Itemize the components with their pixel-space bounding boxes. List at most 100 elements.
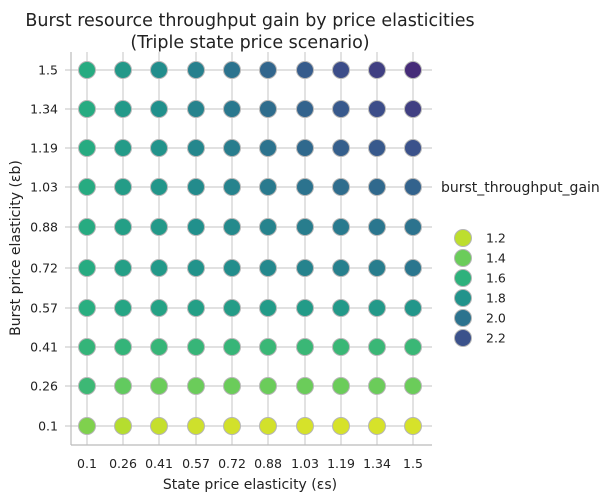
data-point (78, 61, 96, 79)
data-point (114, 178, 132, 196)
data-point (223, 259, 241, 277)
data-point (296, 299, 314, 317)
data-point (404, 338, 422, 356)
data-point (78, 377, 96, 395)
legend-marker (454, 249, 472, 267)
data-point (296, 61, 314, 79)
data-point (114, 259, 132, 277)
data-point (404, 218, 422, 236)
data-point (259, 338, 277, 356)
legend-title: burst_throughput_gain (441, 180, 600, 196)
data-point (78, 139, 96, 157)
data-point (187, 259, 205, 277)
x-tick-label: 1.19 (327, 456, 355, 471)
y-tick-label: 1.5 (38, 63, 58, 78)
data-point (150, 377, 168, 395)
data-point (296, 338, 314, 356)
data-point (114, 61, 132, 79)
data-point (259, 61, 277, 79)
data-point (150, 259, 168, 277)
data-point (332, 338, 350, 356)
data-point (150, 218, 168, 236)
data-point (114, 299, 132, 317)
points (78, 61, 422, 435)
data-point (223, 338, 241, 356)
data-point (150, 61, 168, 79)
data-point (296, 139, 314, 157)
data-point (78, 259, 96, 277)
y-tick-label: 1.03 (30, 180, 58, 195)
data-point (114, 338, 132, 356)
data-point (150, 417, 168, 435)
data-point (259, 100, 277, 118)
data-point (114, 417, 132, 435)
data-point (296, 218, 314, 236)
y-tick-labels: 0.1 0.26 0.41 0.57 0.72 0.88 1.03 1.19 1.34 1.5 (30, 63, 58, 434)
legend: 1.2 1.4 1.6 1.8 2.0 2.2 (454, 229, 506, 347)
x-tick-label: 0.57 (182, 456, 210, 471)
data-point (368, 100, 386, 118)
data-point (368, 61, 386, 79)
data-point (78, 178, 96, 196)
x-tick-label: 0.41 (145, 456, 173, 471)
data-point (259, 417, 277, 435)
data-point (223, 61, 241, 79)
legend-label: 1.4 (486, 251, 506, 266)
data-point (223, 139, 241, 157)
data-point (78, 299, 96, 317)
data-point (259, 139, 277, 157)
data-point (114, 218, 132, 236)
data-point (404, 299, 422, 317)
data-point (223, 377, 241, 395)
data-point (404, 61, 422, 79)
data-point (332, 178, 350, 196)
data-point (332, 139, 350, 157)
data-point (223, 100, 241, 118)
data-point (223, 218, 241, 236)
data-point (187, 299, 205, 317)
data-point (368, 338, 386, 356)
data-point (78, 338, 96, 356)
data-point (332, 218, 350, 236)
data-point (187, 139, 205, 157)
data-point (296, 377, 314, 395)
data-point (78, 100, 96, 118)
x-axis-label: State price elasticity (εs) (163, 477, 337, 493)
data-point (150, 100, 168, 118)
x-tick-label: 0.26 (109, 456, 137, 471)
data-point (187, 178, 205, 196)
data-point (368, 218, 386, 236)
data-point (332, 100, 350, 118)
data-point (114, 377, 132, 395)
legend-label: 1.2 (486, 231, 506, 246)
chart-title: Burst resource throughput gain by price … (25, 11, 474, 31)
data-point (223, 178, 241, 196)
data-point (332, 377, 350, 395)
data-point (332, 299, 350, 317)
y-tick-label: 0.72 (30, 261, 58, 276)
legend-marker (454, 329, 472, 347)
chart-subtitle: (Triple state price scenario) (130, 33, 369, 53)
data-point (332, 417, 350, 435)
legend-label: 1.6 (486, 271, 506, 286)
data-point (332, 61, 350, 79)
x-tick-label: 0.72 (218, 456, 246, 471)
data-point (78, 417, 96, 435)
data-point (114, 100, 132, 118)
data-point (296, 417, 314, 435)
data-point (150, 178, 168, 196)
data-point (187, 417, 205, 435)
data-point (150, 299, 168, 317)
x-tick-labels: 0.1 0.26 0.41 0.57 0.72 0.88 1.03 1.19 1.34 1.5 (77, 456, 423, 471)
data-point (404, 259, 422, 277)
data-point (187, 218, 205, 236)
data-point (187, 377, 205, 395)
data-point (223, 417, 241, 435)
legend-marker (454, 289, 472, 307)
data-point (296, 259, 314, 277)
data-point (259, 218, 277, 236)
data-point (187, 100, 205, 118)
data-point (223, 299, 241, 317)
data-point (368, 259, 386, 277)
y-tick-label: 1.19 (30, 141, 58, 156)
